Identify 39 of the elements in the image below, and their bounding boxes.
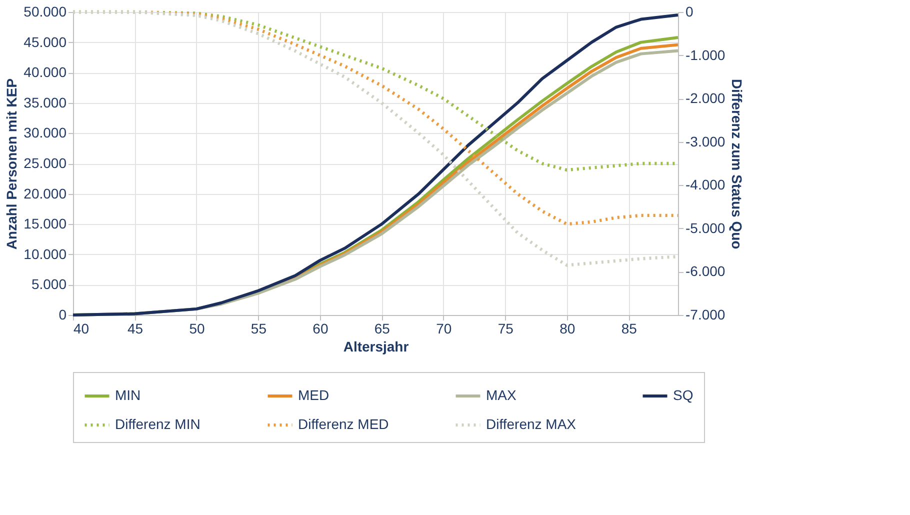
x-tick-label: 85 [621, 320, 638, 336]
y-tick-label: 0 [58, 306, 67, 322]
y-tick-label: 20.000 [24, 185, 67, 202]
y2-tick-label: -1.000 [686, 46, 726, 63]
y2-tick-label: -2.000 [686, 90, 726, 106]
legend-label: SQ [673, 387, 694, 403]
legend-label: MAX [486, 387, 517, 403]
legend-label: Differenz MED [298, 416, 389, 432]
x-tick-label: 40 [74, 320, 90, 336]
x-tick-label: 70 [436, 320, 452, 336]
y2-tick-label: -7.000 [686, 306, 726, 322]
y2-tick-label: -4.000 [686, 176, 726, 193]
y-tick-label: 10.000 [24, 246, 67, 262]
y-tick-label: 5.000 [31, 276, 67, 292]
y2-tick-label: -6.000 [686, 263, 726, 280]
x-tick-label: 60 [312, 320, 328, 336]
x-tick-label: 55 [250, 320, 267, 336]
y-tick-label: 15.000 [24, 216, 67, 232]
x-tick-label: 80 [560, 320, 576, 336]
legend-label: MED [298, 387, 330, 403]
y-tick-label: 35.000 [24, 94, 67, 110]
y2-tick-label: -5.000 [686, 220, 726, 236]
legend-label: Differenz MAX [486, 416, 577, 432]
x-tick-label: 50 [189, 320, 205, 336]
y-tick-label: 50.000 [24, 4, 67, 20]
y-tick-label: 45.000 [24, 34, 67, 50]
y2-tick-label: -3.000 [686, 133, 726, 150]
y-tick-label: 25.000 [24, 155, 67, 171]
legend-label: MIN [115, 387, 141, 403]
x-tick-label: 65 [374, 320, 390, 336]
y2-tick-label: 0 [686, 4, 694, 20]
y-axis-title: Anzahl Personen mit KEP [4, 78, 20, 250]
x-tick-label: 75 [498, 320, 514, 336]
legend-label: Differenz MIN [115, 416, 200, 432]
x-tick-label: 45 [127, 320, 144, 336]
y-tick-label: 40.000 [24, 64, 67, 80]
y2-axis-title: Differenz zum Status Quo [729, 78, 746, 250]
y-tick-label: 30.000 [24, 124, 67, 141]
x-axis-title: Altersjahr [343, 338, 410, 354]
